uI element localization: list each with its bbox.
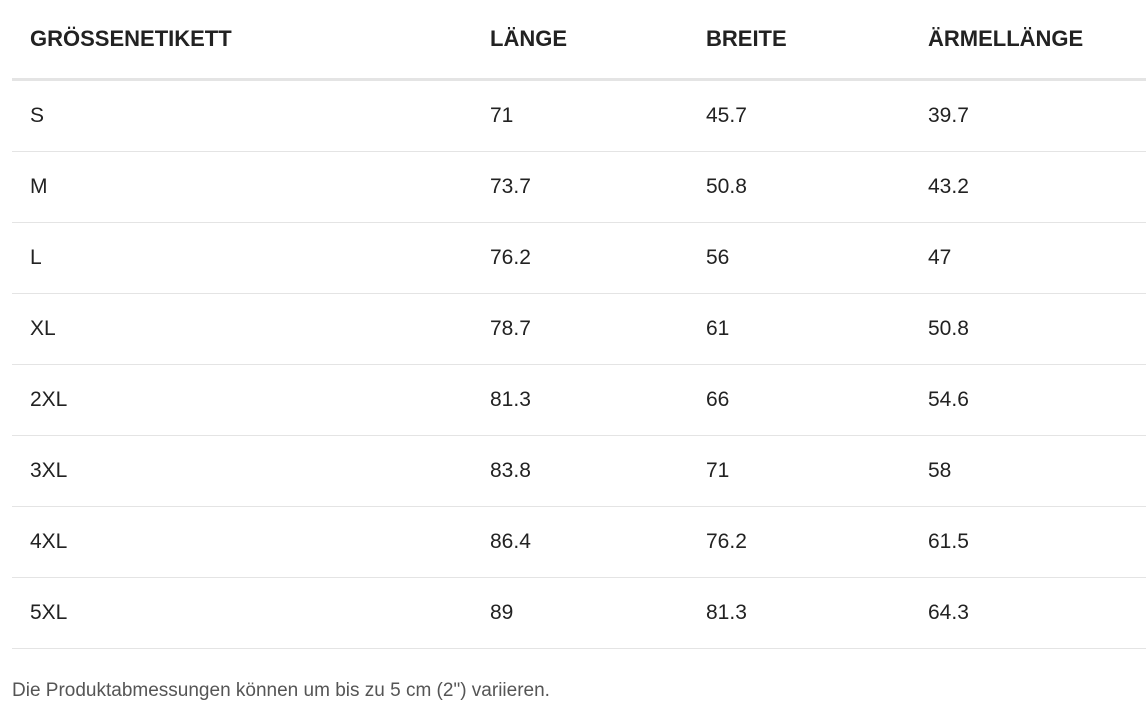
table-cell: 50.8	[910, 293, 1146, 365]
table-cell: 4XL	[12, 506, 472, 578]
table-head: GRÖSSENETIKETT LÄNGE BREITE ÄRMELLÄNGE	[12, 0, 1146, 81]
table-cell: 71	[472, 79, 688, 152]
table-row: 2XL 81.3 66 54.6	[12, 364, 1146, 436]
table-cell: 50.8	[688, 151, 910, 223]
note: Die Produktabmessungen können um bis zu …	[12, 680, 550, 701]
size-table: GRÖSSENETIKETT LÄNGE BREITE ÄRMELLÄNGE S 71 4…	[12, 0, 1146, 649]
table-row: L 76.2 56 47	[12, 222, 1146, 294]
table-cell: 54.6	[910, 364, 1146, 436]
table-row: 4XL 86.4 76.2 61.5	[12, 506, 1146, 578]
table-row: 5XL 89 81.3 64.3	[12, 577, 1146, 649]
table-row: XL 78.7 61 50.8	[12, 293, 1146, 365]
table-cell: 2XL	[12, 364, 472, 436]
table-cell: 61	[688, 293, 910, 365]
table-cell: 39.7	[910, 79, 1146, 152]
table-cell: 5XL	[12, 577, 472, 649]
table-cell: 81.3	[472, 364, 688, 436]
table-cell: 56	[688, 222, 910, 294]
table-body: S 71 45.7 39.7 M 73.7 50.8 43.2 L 76.2 56 47 XL 78.7 6…	[12, 79, 1146, 649]
table-cell: 58	[910, 435, 1146, 507]
table-row: 3XL 83.8 71 58	[12, 435, 1146, 507]
table-cell: S	[12, 79, 472, 152]
table-cell: 76.2	[688, 506, 910, 578]
column-header: GRÖSSENETIKETT	[12, 0, 472, 81]
table-cell: 66	[688, 364, 910, 436]
table-cell: M	[12, 151, 472, 223]
table-cell: L	[12, 222, 472, 294]
header-row: GRÖSSENETIKETT LÄNGE BREITE ÄRMELLÄNGE	[12, 0, 1146, 81]
table-cell: 64.3	[910, 577, 1146, 649]
column-header: LÄNGE	[472, 0, 688, 81]
table-cell: 86.4	[472, 506, 688, 578]
table-cell: 81.3	[688, 577, 910, 649]
table-row: S 71 45.7 39.7	[12, 79, 1146, 152]
table-cell: 43.2	[910, 151, 1146, 223]
table-cell: 89	[472, 577, 688, 649]
table-cell: 71	[688, 435, 910, 507]
table-cell: 61.5	[910, 506, 1146, 578]
table-cell: 76.2	[472, 222, 688, 294]
table-cell: 45.7	[688, 79, 910, 152]
table-cell: 47	[910, 222, 1146, 294]
table-cell: 73.7	[472, 151, 688, 223]
table-cell: XL	[12, 293, 472, 365]
table-cell: 3XL	[12, 435, 472, 507]
table-cell: 83.8	[472, 435, 688, 507]
column-header: BREITE	[688, 0, 910, 81]
column-header: ÄRMELLÄNGE	[910, 0, 1146, 81]
table-row: M 73.7 50.8 43.2	[12, 151, 1146, 223]
table-cell: 78.7	[472, 293, 688, 365]
